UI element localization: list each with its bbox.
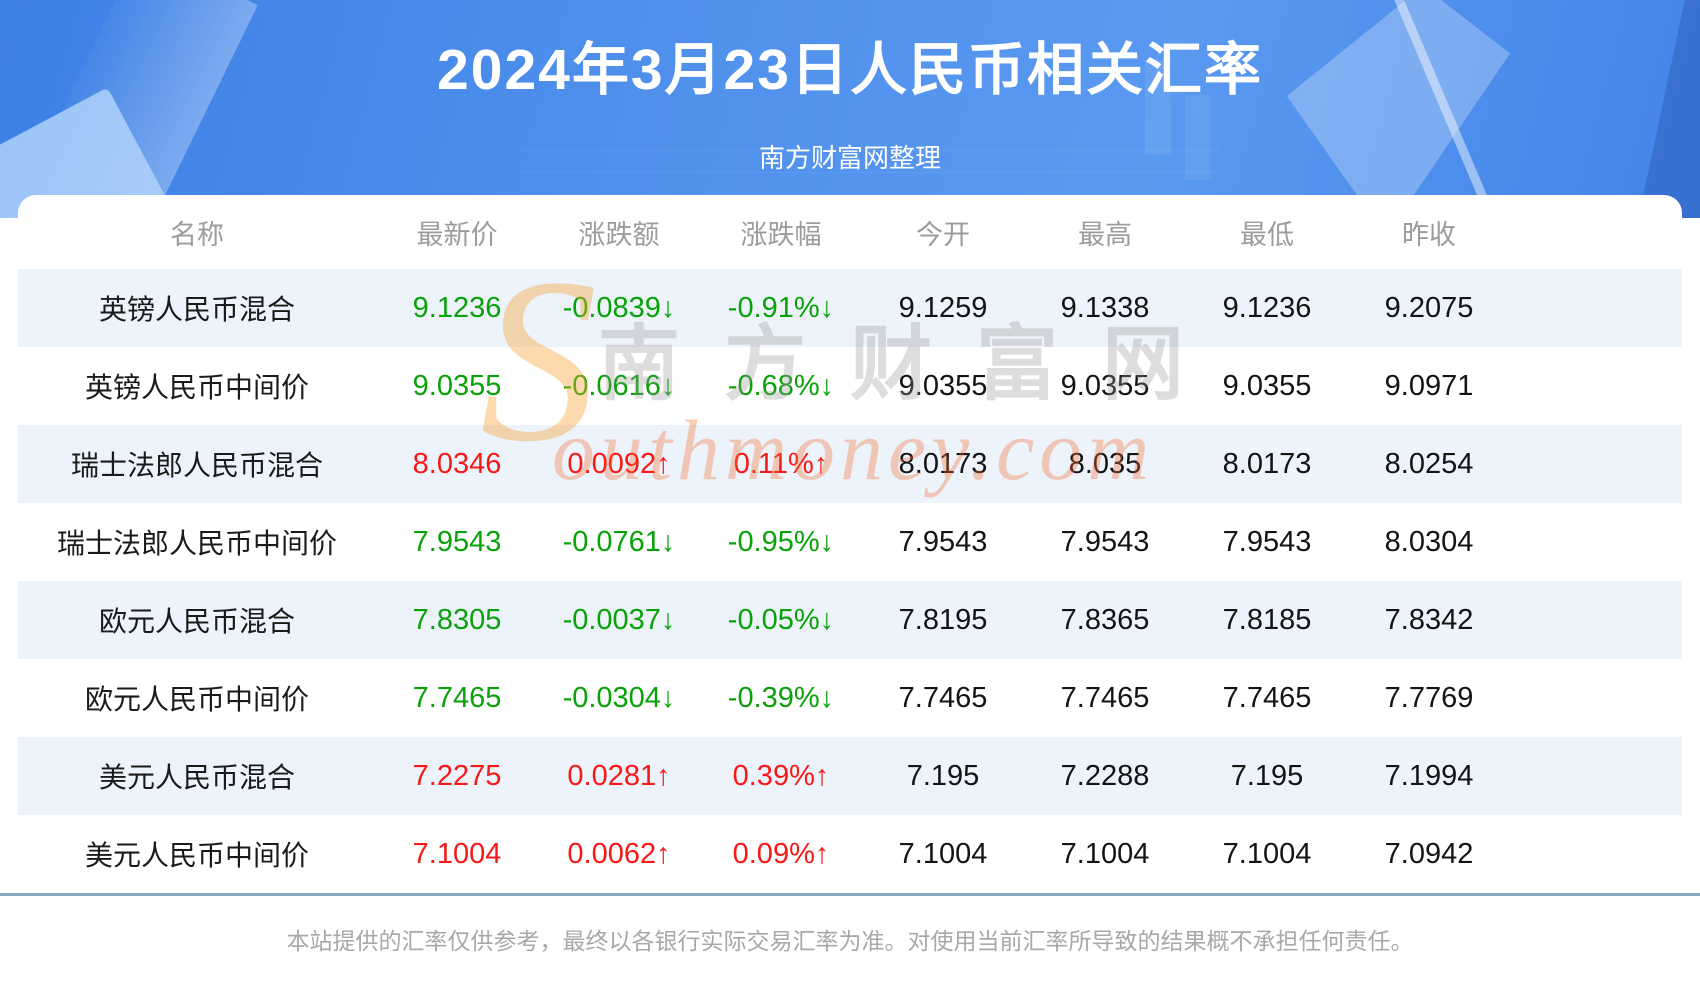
row-change: 0.0092↑ xyxy=(567,447,671,480)
column-header-open: 今开 xyxy=(916,219,970,250)
table-row: 英镑人民币中间价 9.0355 -0.0616↓ -0.68%↓ 9.0355 … xyxy=(18,347,1682,425)
row-change: -0.0037↓ xyxy=(562,603,676,636)
row-low: 7.9543 xyxy=(1222,525,1312,558)
row-change-pct: -0.39%↓ xyxy=(727,681,835,714)
column-header-name: 名称 xyxy=(170,219,224,250)
row-open: 7.1004 xyxy=(898,837,988,870)
table-row: 欧元人民币中间价 7.7465 -0.0304↓ -0.39%↓ 7.7465 … xyxy=(18,659,1682,737)
row-last: 7.7465 xyxy=(412,681,502,714)
row-name: 英镑人民币混合 xyxy=(98,294,295,325)
row-change: -0.0304↓ xyxy=(562,681,676,714)
header-banner: 2024年3月23日人民币相关汇率 南方财富网整理 xyxy=(0,0,1700,218)
row-high: 9.0355 xyxy=(1060,369,1150,402)
row-prev-close: 8.0304 xyxy=(1384,525,1474,558)
row-change-pct: 0.39%↑ xyxy=(732,759,830,792)
row-low: 9.1236 xyxy=(1222,291,1312,324)
row-name: 瑞士法郎人民币混合 xyxy=(70,450,323,481)
table-row: 瑞士法郎人民币中间价 7.9543 -0.0761↓ -0.95%↓ 7.954… xyxy=(18,503,1682,581)
row-prev-close: 9.2075 xyxy=(1384,291,1474,324)
row-last: 8.0346 xyxy=(412,447,502,480)
column-header-change: 涨跌额 xyxy=(578,219,660,250)
row-name: 瑞士法郎人民币中间价 xyxy=(56,528,337,559)
row-name: 欧元人民币中间价 xyxy=(84,684,309,715)
row-change: 0.0062↑ xyxy=(567,837,671,870)
row-open: 9.1259 xyxy=(898,291,988,324)
row-open: 7.8195 xyxy=(898,603,988,636)
row-low: 7.195 xyxy=(1230,759,1304,792)
row-high: 7.8365 xyxy=(1060,603,1150,636)
row-last: 9.0355 xyxy=(412,369,502,402)
page-subtitle: 南方财富网整理 xyxy=(758,143,941,173)
row-open: 7.9543 xyxy=(898,525,988,558)
row-change-pct: -0.05%↓ xyxy=(727,603,835,636)
row-last: 9.1236 xyxy=(412,291,502,324)
row-high: 7.7465 xyxy=(1060,681,1150,714)
column-header-high: 最高 xyxy=(1078,219,1132,250)
rates-table-card: 名称 最新价 涨跌额 涨跌幅 今开 最高 最低 昨收 英镑人民币混合 9.123… xyxy=(18,195,1682,893)
row-change-pct: -0.95%↓ xyxy=(727,525,835,558)
row-high: 7.1004 xyxy=(1060,837,1150,870)
row-open: 8.0173 xyxy=(898,447,988,480)
row-name: 美元人民币混合 xyxy=(98,762,295,793)
row-prev-close: 7.7769 xyxy=(1384,681,1474,714)
row-change: -0.0616↓ xyxy=(562,369,676,402)
row-high: 8.035 xyxy=(1068,447,1142,480)
row-high: 7.9543 xyxy=(1060,525,1150,558)
table-row: 欧元人民币混合 7.8305 -0.0037↓ -0.05%↓ 7.8195 7… xyxy=(18,581,1682,659)
row-change: -0.0761↓ xyxy=(562,525,676,558)
row-last: 7.9543 xyxy=(412,525,502,558)
row-prev-close: 7.8342 xyxy=(1384,603,1474,636)
column-header-last: 最新价 xyxy=(416,219,498,250)
row-last: 7.1004 xyxy=(412,837,502,870)
column-header-change-pct: 涨跌幅 xyxy=(740,219,822,250)
row-change-pct: 0.11%↑ xyxy=(733,447,829,480)
row-open: 7.7465 xyxy=(898,681,988,714)
row-high: 7.2288 xyxy=(1060,759,1150,792)
row-last: 7.8305 xyxy=(412,603,502,636)
row-name: 美元人民币中间价 xyxy=(84,840,309,871)
row-prev-close: 7.1994 xyxy=(1384,759,1474,792)
column-header-low: 最低 xyxy=(1240,219,1294,250)
row-last: 7.2275 xyxy=(412,759,502,792)
row-name: 欧元人民币混合 xyxy=(98,606,295,637)
row-change-pct: -0.68%↓ xyxy=(727,369,835,402)
row-prev-close: 7.0942 xyxy=(1384,837,1474,870)
row-prev-close: 9.0971 xyxy=(1384,369,1474,402)
row-low: 9.0355 xyxy=(1222,369,1312,402)
row-low: 7.8185 xyxy=(1222,603,1312,636)
footer-divider xyxy=(0,893,1700,896)
row-open: 9.0355 xyxy=(898,369,988,402)
table-row: 英镑人民币混合 9.1236 -0.0839↓ -0.91%↓ 9.1259 9… xyxy=(18,269,1682,347)
row-change: -0.0839↓ xyxy=(562,291,676,324)
row-prev-close: 8.0254 xyxy=(1384,447,1474,480)
table-row: 美元人民币中间价 7.1004 0.0062↑ 0.09%↑ 7.1004 7.… xyxy=(18,815,1682,893)
footer-disclaimer: 本站提供的汇率仅供参考，最终以各银行实际交易汇率为准。对使用当前汇率所导致的结果… xyxy=(286,928,1414,954)
row-low: 8.0173 xyxy=(1222,447,1312,480)
row-change-pct: 0.09%↑ xyxy=(732,837,830,870)
row-low: 7.1004 xyxy=(1222,837,1312,870)
row-low: 7.7465 xyxy=(1222,681,1312,714)
table-row: 美元人民币混合 7.2275 0.0281↑ 0.39%↑ 7.195 7.22… xyxy=(18,737,1682,815)
column-header-prev-close: 昨收 xyxy=(1402,219,1456,250)
row-open: 7.195 xyxy=(906,759,980,792)
table-row: 瑞士法郎人民币混合 8.0346 0.0092↑ 0.11%↑ 8.0173 8… xyxy=(18,425,1682,503)
row-change-pct: -0.91%↓ xyxy=(727,291,835,324)
row-high: 9.1338 xyxy=(1060,291,1150,324)
row-change: 0.0281↑ xyxy=(567,759,671,792)
table-header-row: 名称 最新价 涨跌额 涨跌幅 今开 最高 最低 昨收 xyxy=(18,195,1682,269)
page-title: 2024年3月23日人民币相关汇率 xyxy=(437,38,1263,102)
row-name: 英镑人民币中间价 xyxy=(84,372,309,403)
